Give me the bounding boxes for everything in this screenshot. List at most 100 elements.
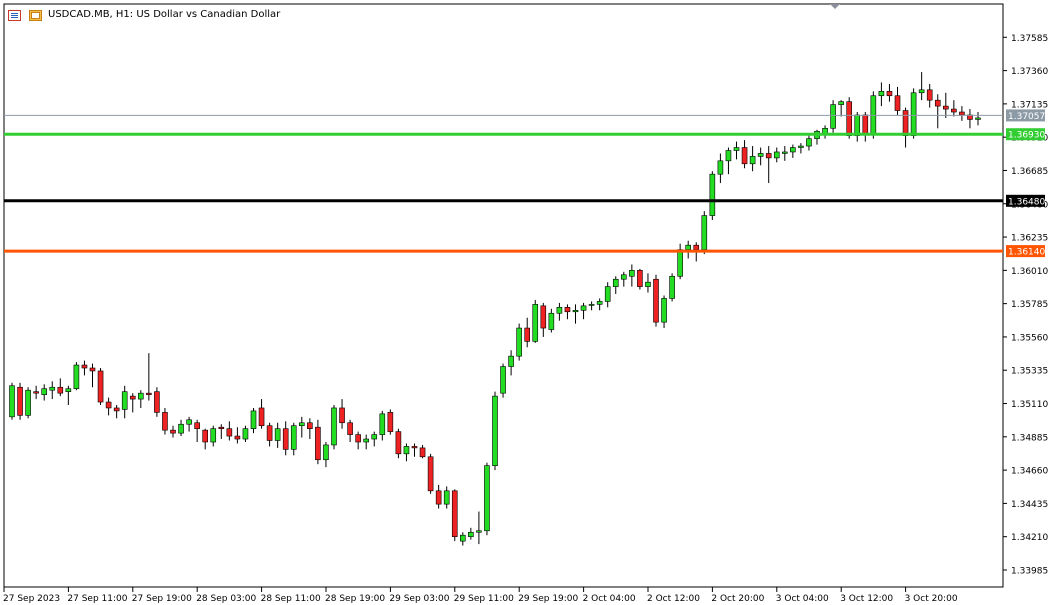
candle [178,419,184,437]
candle-body [564,307,571,313]
candle [387,409,394,435]
time-tick-label: 2 Oct 12:00 [647,594,700,604]
candle [290,422,297,456]
plot-area [3,3,1004,588]
candle-body [798,145,804,148]
candle-body [588,304,595,306]
candle [81,360,88,376]
candle-body [468,531,474,537]
candle-body [57,386,64,394]
candle [403,443,410,462]
chart-shift-marker-icon[interactable] [830,4,840,9]
level-price-label: 1.36480 [1006,194,1045,207]
candle-body [894,95,901,111]
time-tick-label: 2 Oct 04:00 [583,594,636,604]
candle-body [645,281,651,287]
candle-body [492,395,498,466]
candle-body [33,391,39,394]
candle-body [484,465,490,532]
candle [580,302,587,320]
candle-body [580,305,587,311]
candle-body [781,151,788,154]
candle [781,146,788,161]
time-tick-label: 27 Sep 19:00 [132,594,192,604]
level-price-label-bg [1006,245,1045,258]
chart-list-icon[interactable] [8,10,21,21]
levels-group[interactable] [4,114,1003,253]
candle [588,301,595,311]
candle [773,147,780,163]
candle [934,94,941,129]
candle-body [89,367,96,372]
candle [97,368,104,405]
candle [468,527,474,540]
candle [500,363,506,398]
candle-body [926,89,933,101]
candle-body [500,366,506,394]
candle-body [170,429,176,434]
candle [918,72,925,101]
candle [604,282,611,308]
time-tick-label: 28 Sep 19:00 [325,594,385,604]
candle-body [975,117,981,120]
candle [443,486,450,509]
candle-body [178,423,184,434]
candle-body [403,446,410,455]
candle-body [854,114,861,136]
level-price-label-bg [1006,128,1045,141]
candle-body [226,428,233,437]
candle [637,268,643,290]
candle [9,382,15,420]
candle-body [387,412,394,432]
level-price-label-bg [1006,194,1045,207]
candle [202,428,208,450]
candle-body [806,138,812,147]
candle-body [331,407,337,446]
candle [596,298,603,311]
chart-window-icon[interactable] [29,10,42,21]
candle-body [258,407,265,427]
candle [524,317,531,348]
time-axis: 27 Sep 2023 27 Sep 11:00 27 Sep 19:00 28 Se… [3,587,958,604]
candle-body [548,312,555,330]
candle-body [25,389,31,416]
candle [548,308,555,333]
time-tick-label: 28 Sep 03:00 [196,594,256,604]
candle-body [725,150,732,162]
candle [129,393,136,413]
current-price-label: 1.37057 [1006,109,1045,122]
candle-body [435,490,442,505]
candle [234,427,241,444]
candle [363,434,370,450]
price-tick-label: 1.35110 [1011,400,1048,410]
candle-body [186,419,192,425]
candle [894,86,901,115]
candle-body [371,434,378,440]
level-price-label-text: 1.36140 [1008,248,1045,258]
candle [806,134,812,151]
candle [661,295,667,329]
candle [41,384,48,401]
candle [749,146,756,172]
level-price-label-text: 1.36930 [1008,131,1045,141]
candle [347,419,353,442]
candle-body [790,147,796,153]
candle [121,385,128,419]
candle-body [846,101,853,136]
candle-body [49,386,56,391]
price-tick-label: 1.35335 [1011,367,1048,377]
candle-body [379,413,386,435]
candle [926,83,933,108]
candle-body [516,327,522,357]
candle-body [629,270,635,277]
candle-body [315,426,321,461]
candle [725,147,732,175]
candle-body [347,422,353,435]
candle-body [363,438,370,443]
candle-body [202,429,208,443]
time-tick-label: 3 Oct 12:00 [840,594,893,604]
candle [73,362,80,391]
candle [323,441,329,468]
candle [653,274,659,327]
